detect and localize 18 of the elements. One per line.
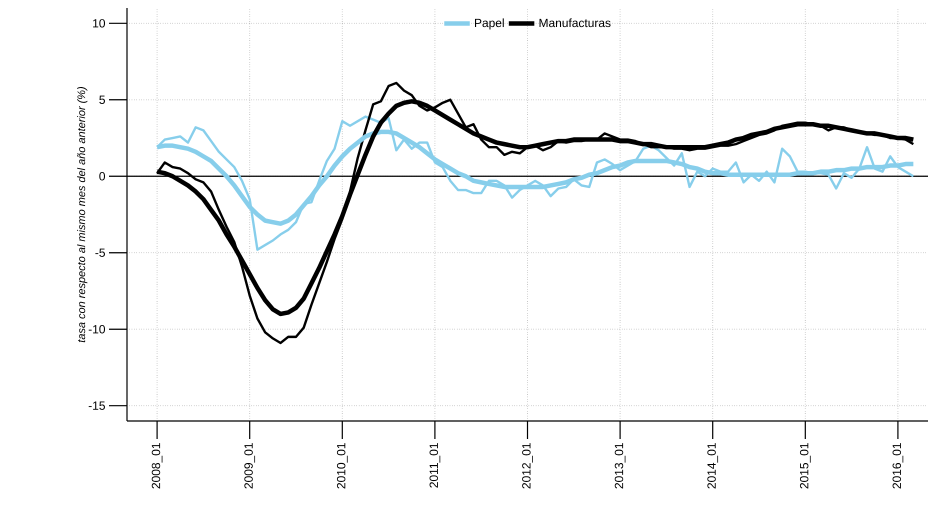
y-tick-label: 0 [99,172,106,180]
x-tick-label: 2010_01 [336,443,348,488]
x-tick-label: 2013_01 [614,443,626,488]
legend-label: Papel [474,18,504,30]
y-tick-label: 10 [93,19,106,28]
x-tick-label: 2011_01 [430,443,440,488]
y-tick-label: -5 [95,248,105,257]
y-tick-label: -10 [88,324,106,334]
y-axis-title: tasa con respecto al mismo mes del año anterior (%) [77,86,88,342]
x-tick-label: 2015_01 [800,443,811,488]
x-tick-label: 2009_01 [244,443,256,488]
y-tick-label: -15 [88,402,105,410]
x-tick-label: 2008_01 [152,443,162,488]
x-tick-label: 2012_01 [522,443,533,488]
x-tick-label: 2016_01 [892,443,904,488]
x-tick-label: 2014_01 [707,443,718,488]
legend-label: Manufacturas [540,18,611,28]
y-tick-label: 5 [99,96,105,104]
